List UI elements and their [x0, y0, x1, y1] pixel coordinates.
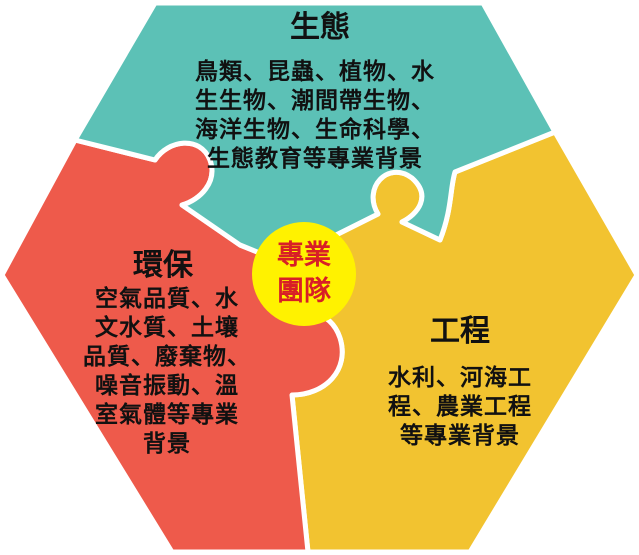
engineering-line: 程、農業工程 — [388, 394, 532, 420]
center-label: 專業 團隊 — [252, 222, 356, 326]
environment-title: 環保 — [133, 248, 193, 283]
environment-description: 空氣品質、水 文水質、土壤 品質、廢棄物、 噪音振動、溫 室氣體等專業 背景 — [77, 285, 257, 459]
center-label-line: 專業 — [277, 240, 331, 271]
ecology-puzzle-piece — [72, 0, 558, 265]
ecology-line: 海洋生物、生命科學、 — [195, 117, 435, 143]
ecology-title: 生態 — [290, 10, 350, 45]
engineering-title: 工程 — [430, 314, 490, 349]
environment-line: 文水質、土壤 — [95, 315, 239, 341]
ecology-line: 生態教育等專業背景 — [207, 146, 423, 172]
center-label-line: 團隊 — [277, 276, 331, 307]
engineering-description: 水利、河海工 程、農業工程 等專業背景 — [362, 364, 558, 451]
environment-line: 背景 — [143, 431, 191, 457]
center-circle — [252, 222, 356, 326]
environment-line: 噪音振動、溫 — [95, 373, 239, 399]
ecology-line: 生生物、潮間帶生物、 — [195, 88, 435, 114]
environment-line: 空氣品質、水 — [95, 286, 239, 312]
environment-line: 品質、廢棄物、 — [83, 344, 251, 370]
ecology-description: 鳥類、昆蟲、植物、水 生生物、潮間帶生物、 海洋生物、生命科學、 生態教育等專業… — [150, 58, 480, 174]
engineering-line: 水利、河海工 — [388, 365, 532, 391]
environment-line: 室氣體等專業 — [95, 402, 239, 428]
ecology-line: 鳥類、昆蟲、植物、水 — [195, 59, 435, 85]
engineering-line: 等專業背景 — [400, 423, 520, 449]
